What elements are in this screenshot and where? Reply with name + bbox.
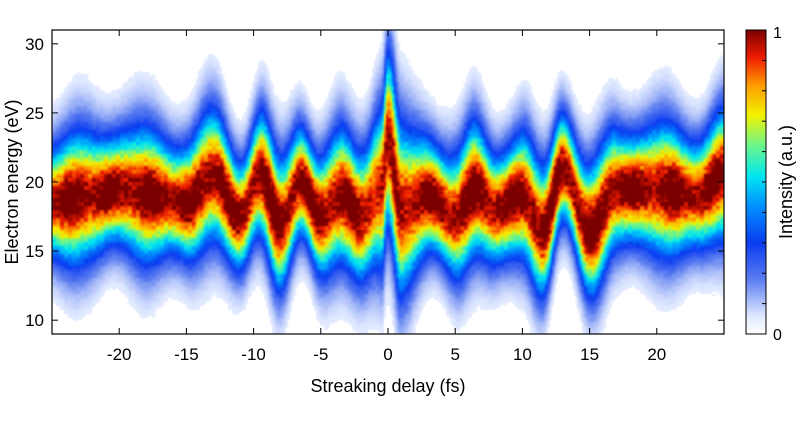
- x-tick-label: 0: [383, 345, 392, 364]
- colorbar-title: Intensity (a.u.): [776, 125, 796, 239]
- y-axis: 10 15 20 25 30: [25, 35, 724, 330]
- x-tick-label: -20: [107, 345, 132, 364]
- x-tick-label: -10: [241, 345, 266, 364]
- x-tick-label: 15: [580, 345, 599, 364]
- heatmap-image: [52, 30, 724, 334]
- y-tick-label: 30: [25, 35, 44, 54]
- x-tick-label: 20: [647, 345, 666, 364]
- x-tick-label: 10: [513, 345, 532, 364]
- colorbar: 1 0 Intensity (a.u.): [745, 25, 796, 344]
- x-tick-label: -5: [313, 345, 328, 364]
- y-axis-label: Electron energy (eV): [2, 99, 22, 264]
- colorbar-max-label: 1: [773, 25, 782, 42]
- y-tick-label: 15: [25, 242, 44, 261]
- y-tick-label: 20: [25, 173, 44, 192]
- y-tick-label: 10: [25, 311, 44, 330]
- x-axis: -20 -15 -10 -5 0 5 10 15 20: [107, 30, 666, 364]
- x-axis-label: Streaking delay (fs): [310, 376, 465, 396]
- x-tick-label: -15: [174, 345, 199, 364]
- y-tick-label: 25: [25, 104, 44, 123]
- colorbar-min-label: 0: [773, 327, 782, 344]
- colorbar-ticks: [762, 59, 766, 305]
- x-tick-label: 5: [450, 345, 459, 364]
